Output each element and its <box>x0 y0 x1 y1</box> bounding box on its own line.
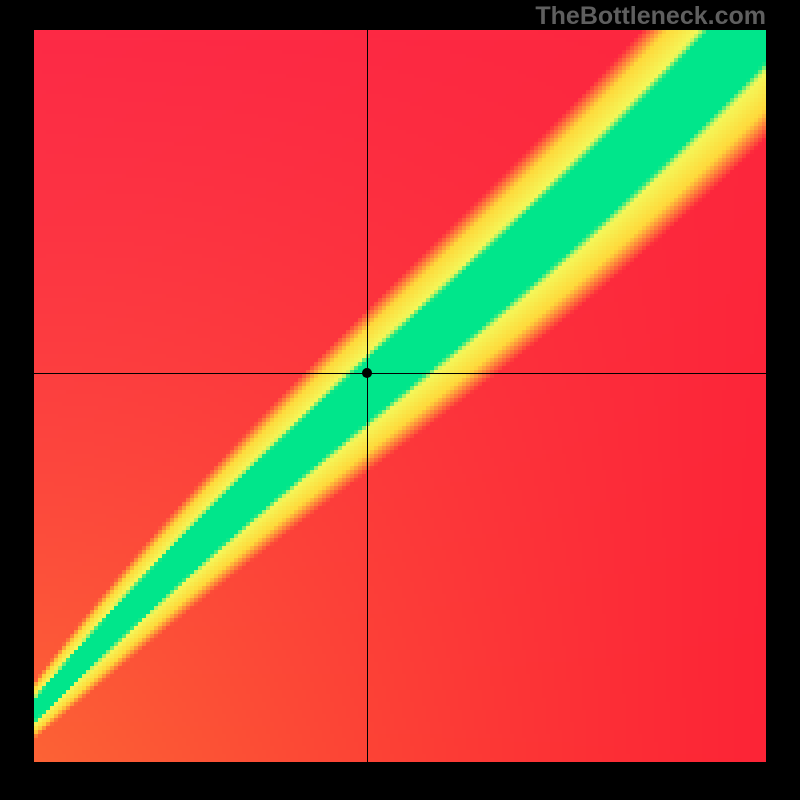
chart-container: { "watermark": { "text": "TheBottleneck.… <box>0 0 800 800</box>
watermark-text: TheBottleneck.com <box>535 2 766 31</box>
bottleneck-heatmap <box>34 30 766 762</box>
